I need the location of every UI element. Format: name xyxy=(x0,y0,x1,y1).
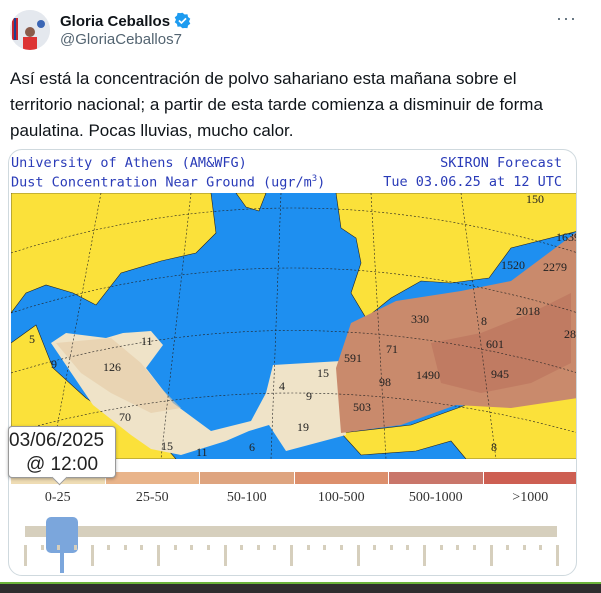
africa-south xyxy=(340,390,576,459)
legend-label: >1000 xyxy=(512,490,549,505)
slider-tick xyxy=(522,545,526,550)
legend-swatch xyxy=(483,472,576,484)
europe xyxy=(335,193,576,319)
map-value-label: 8 xyxy=(481,314,487,328)
slider-tick xyxy=(223,545,227,566)
legend-label: 500-1000 xyxy=(408,490,463,505)
slider-tick xyxy=(256,545,260,550)
map-value-label: 591 xyxy=(344,351,362,365)
map-value-label: 4 xyxy=(279,379,285,393)
legend-label: 50-100 xyxy=(226,490,267,505)
slider-tick xyxy=(556,545,559,566)
slider-tick xyxy=(24,545,27,566)
map-value-label: 8 xyxy=(491,440,497,454)
legend-swatch xyxy=(105,472,199,484)
map-value-label: 11 xyxy=(196,445,208,459)
map-value-label: 19 xyxy=(297,420,309,434)
greenland xyxy=(235,193,267,212)
map-value-label: 330 xyxy=(411,312,429,326)
legend-swatch xyxy=(294,472,388,484)
slider-tick xyxy=(240,545,244,550)
slider-tick xyxy=(356,545,360,566)
avatar[interactable] xyxy=(10,10,50,50)
slider-tick xyxy=(423,545,426,566)
legend-swatch xyxy=(389,472,483,484)
author-name[interactable]: Gloria Ceballos xyxy=(60,12,191,30)
map-value-label: 9 xyxy=(306,389,312,403)
map-value-label: 503 xyxy=(353,400,371,414)
slider-tick xyxy=(506,545,510,550)
tweet-text: Así está la concentración de polvo sahar… xyxy=(10,69,543,140)
dust-sahara-core xyxy=(431,293,571,393)
slider-tick xyxy=(389,545,393,550)
time-slider-handle[interactable] xyxy=(45,517,78,553)
map-value-label: 945 xyxy=(491,367,509,381)
map-value-label: 70 xyxy=(119,410,131,424)
slider-tick xyxy=(539,545,543,550)
legend-swatch xyxy=(200,472,294,484)
map-value-label: 286 xyxy=(564,327,577,341)
slider-stem xyxy=(59,550,64,573)
bottom-bar xyxy=(0,582,601,593)
map-value-label: 6 xyxy=(249,440,255,454)
slider-tick xyxy=(273,545,277,550)
slider-tick xyxy=(107,545,111,550)
map-value-label: 2279 xyxy=(543,260,567,274)
slider-tick xyxy=(73,545,77,550)
map-subtitle: Dust Concentration Near Ground (ugr/m3) xyxy=(11,174,326,191)
time-slider-track[interactable] xyxy=(25,526,557,537)
slider-tick xyxy=(157,545,160,566)
slider-tick xyxy=(373,545,377,550)
media-card[interactable]: University of Athens (AM&WFG) Dust Conce… xyxy=(8,149,577,576)
map-value-label: 5 xyxy=(29,332,35,346)
verified-badge-icon xyxy=(174,12,191,29)
map-value-label: 126 xyxy=(103,360,121,374)
map-value-label: 1639 xyxy=(556,230,577,244)
slider-tick xyxy=(40,545,44,550)
forecast-name: SKIRON Forecast xyxy=(440,155,562,171)
date-tooltip: 03/06/2025 @ 12:00 xyxy=(8,426,116,478)
slider-tick xyxy=(439,545,443,550)
slider-tick xyxy=(489,545,493,566)
legend-label: 100-500 xyxy=(317,490,365,505)
tooltip-time: @ 12:00 xyxy=(25,454,99,475)
map-source: University of Athens (AM&WFG) xyxy=(11,155,247,171)
slider-tick xyxy=(123,545,127,550)
map-value-label: 15 xyxy=(317,366,329,380)
map-value-label: 11 xyxy=(141,334,153,348)
author-handle[interactable]: @GloriaCeballos7 xyxy=(60,31,182,48)
slider-tick xyxy=(456,545,460,550)
slider-tick xyxy=(90,545,94,566)
map-value-label: 1520 xyxy=(501,258,525,272)
slider-tick xyxy=(140,545,144,550)
map-value-label: 150 xyxy=(526,193,544,206)
map-value-label: 98 xyxy=(379,375,391,389)
tooltip-date: 03/06/2025 xyxy=(9,430,105,451)
map-value-label: 1490 xyxy=(416,368,440,382)
slider-tick xyxy=(206,545,210,550)
slider-tick xyxy=(57,545,61,550)
map-value-label: 2018 xyxy=(516,304,540,318)
slider-tick xyxy=(306,545,310,550)
map-value-label: 9 xyxy=(51,357,57,371)
north-america xyxy=(11,193,217,314)
slider-tick xyxy=(190,545,194,550)
map-value-label: 71 xyxy=(386,342,398,356)
more-horizontal-icon[interactable]: ··· xyxy=(556,8,577,28)
dust-plume-caribbean xyxy=(56,338,181,413)
legend-label: 25-50 xyxy=(135,490,169,505)
map-value-label: 601 xyxy=(486,337,504,351)
legend-label: 0-25 xyxy=(44,490,71,505)
slider-tick xyxy=(339,545,343,550)
slider-tick xyxy=(290,545,293,566)
slider-tick xyxy=(173,545,177,550)
slider-tick xyxy=(323,545,327,550)
slider-tick xyxy=(472,545,476,550)
dust-map: 11 126 9 5 70 15 11 6 4 9 19 15 591 503 98 71 330 1490 8 60… xyxy=(11,193,577,459)
forecast-time: Tue 03.06.25 at 12 UTC xyxy=(383,174,562,190)
slider-tick xyxy=(406,545,410,550)
map-value-label: 15 xyxy=(161,439,173,453)
